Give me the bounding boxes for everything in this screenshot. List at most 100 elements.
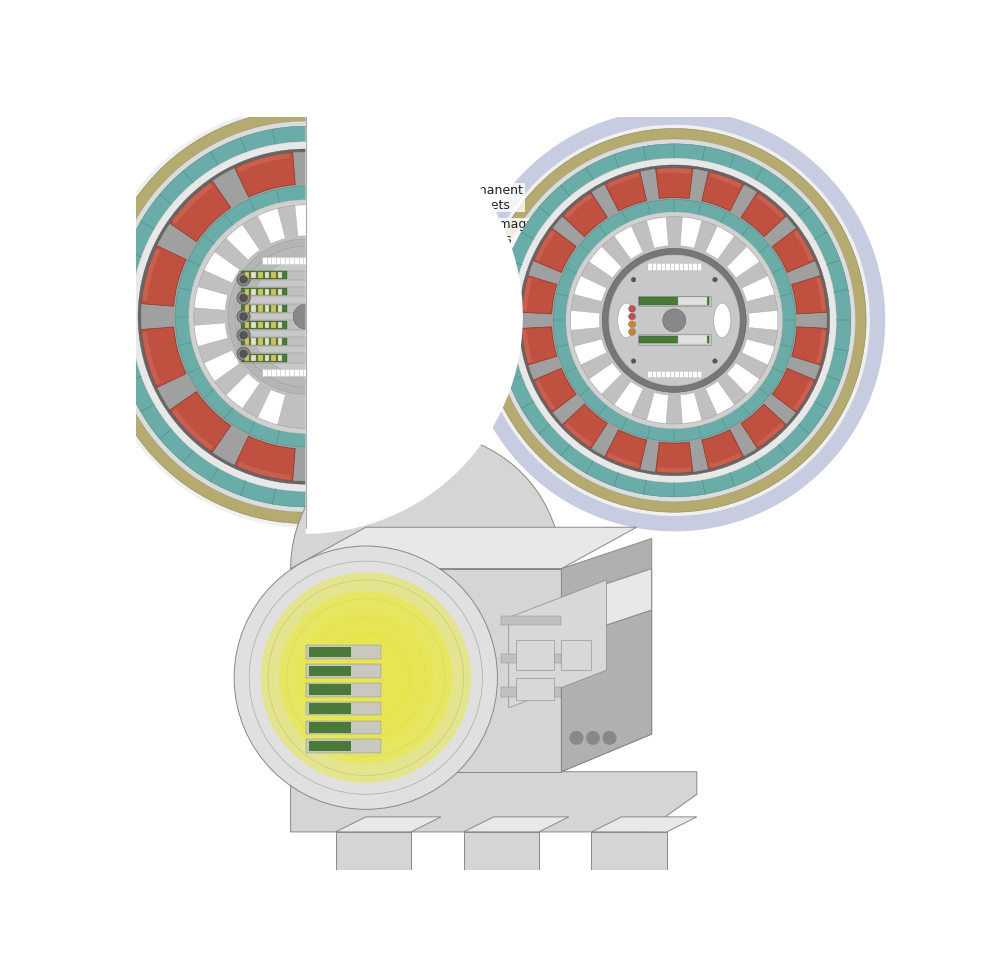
Wedge shape: [522, 277, 532, 311]
Text: Electromagnet
windings: Electromagnet windings: [387, 218, 548, 246]
Bar: [245, 321, 249, 328]
Wedge shape: [741, 192, 786, 236]
Wedge shape: [605, 430, 647, 469]
Wedge shape: [238, 152, 290, 172]
Wedge shape: [749, 311, 778, 330]
Bar: [278, 288, 282, 295]
Wedge shape: [816, 277, 826, 311]
Wedge shape: [534, 368, 576, 412]
Wedge shape: [709, 452, 742, 469]
Wedge shape: [614, 381, 643, 414]
Wedge shape: [656, 168, 693, 198]
Bar: [647, 370, 701, 377]
Wedge shape: [110, 121, 306, 512]
Bar: [241, 288, 287, 295]
Circle shape: [293, 304, 318, 329]
Bar: [271, 272, 276, 278]
Bar: [647, 263, 701, 270]
Wedge shape: [793, 380, 814, 410]
Bar: [309, 703, 351, 714]
Wedge shape: [522, 276, 557, 314]
Circle shape: [237, 328, 250, 342]
Wedge shape: [571, 217, 778, 424]
Wedge shape: [772, 229, 815, 273]
Bar: [251, 321, 256, 328]
Bar: [638, 296, 711, 307]
Bar: [678, 297, 707, 306]
Wedge shape: [647, 393, 668, 424]
Wedge shape: [142, 327, 186, 388]
Wedge shape: [816, 330, 826, 363]
Wedge shape: [194, 286, 228, 311]
Circle shape: [279, 591, 452, 764]
Bar: [241, 338, 287, 345]
Wedge shape: [658, 467, 691, 473]
Bar: [239, 287, 306, 296]
Bar: [306, 740, 381, 753]
Wedge shape: [238, 461, 290, 481]
Wedge shape: [742, 276, 775, 302]
Wedge shape: [172, 409, 213, 450]
Wedge shape: [535, 380, 555, 410]
Wedge shape: [226, 373, 260, 408]
Bar: [501, 688, 561, 697]
Wedge shape: [792, 326, 827, 365]
Bar: [239, 271, 306, 279]
Wedge shape: [614, 226, 643, 260]
Wedge shape: [702, 172, 743, 211]
Text: Permanent
magnets: Permanent magnets: [408, 184, 524, 212]
Polygon shape: [336, 832, 411, 877]
Wedge shape: [512, 158, 836, 483]
Polygon shape: [591, 817, 697, 832]
Wedge shape: [680, 393, 702, 424]
Polygon shape: [291, 569, 561, 772]
Wedge shape: [194, 205, 306, 428]
Bar: [309, 741, 351, 751]
Polygon shape: [561, 538, 652, 772]
Ellipse shape: [618, 303, 635, 338]
Circle shape: [629, 313, 635, 320]
Bar: [265, 321, 269, 328]
Circle shape: [713, 277, 717, 282]
Circle shape: [237, 273, 250, 286]
Wedge shape: [141, 152, 306, 481]
Bar: [638, 334, 711, 345]
Bar: [241, 272, 287, 279]
Text: Stator: Stator: [378, 261, 494, 275]
Bar: [262, 257, 308, 265]
Bar: [265, 355, 269, 361]
Bar: [258, 355, 263, 361]
Bar: [309, 685, 351, 695]
Bar: [239, 337, 306, 346]
Circle shape: [663, 309, 686, 332]
Wedge shape: [564, 422, 592, 447]
Bar: [265, 288, 269, 295]
Wedge shape: [115, 126, 306, 507]
Wedge shape: [727, 246, 760, 278]
Bar: [251, 305, 256, 312]
Bar: [561, 640, 591, 670]
Polygon shape: [291, 434, 561, 569]
Wedge shape: [228, 239, 306, 394]
Circle shape: [240, 294, 247, 302]
Bar: [245, 305, 249, 312]
Bar: [245, 338, 249, 345]
Wedge shape: [235, 436, 295, 481]
Wedge shape: [607, 452, 639, 469]
Bar: [251, 355, 256, 361]
Bar: [258, 321, 263, 328]
Bar: [245, 288, 249, 295]
Wedge shape: [793, 230, 814, 261]
Circle shape: [317, 629, 415, 727]
Bar: [271, 355, 276, 361]
Wedge shape: [235, 152, 295, 197]
Circle shape: [240, 276, 247, 283]
Wedge shape: [574, 276, 607, 302]
Circle shape: [629, 306, 635, 313]
Wedge shape: [792, 276, 827, 314]
Wedge shape: [571, 311, 600, 330]
Bar: [241, 305, 287, 312]
Wedge shape: [235, 246, 306, 387]
Ellipse shape: [714, 303, 731, 338]
Bar: [501, 616, 561, 625]
